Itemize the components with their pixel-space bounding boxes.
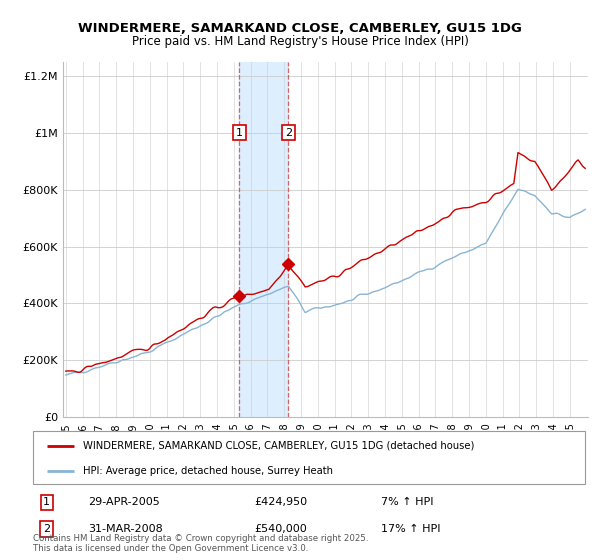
Text: £540,000: £540,000	[254, 524, 307, 534]
Text: £424,950: £424,950	[254, 497, 307, 507]
Text: WINDERMERE, SAMARKAND CLOSE, CAMBERLEY, GU15 1DG (detached house): WINDERMERE, SAMARKAND CLOSE, CAMBERLEY, …	[83, 441, 474, 451]
Text: Price paid vs. HM Land Registry's House Price Index (HPI): Price paid vs. HM Land Registry's House …	[131, 35, 469, 48]
FancyBboxPatch shape	[33, 431, 585, 484]
Text: 29-APR-2005: 29-APR-2005	[88, 497, 160, 507]
Text: 2: 2	[43, 524, 50, 534]
Text: 2: 2	[285, 128, 292, 138]
Text: 17% ↑ HPI: 17% ↑ HPI	[381, 524, 440, 534]
Text: Contains HM Land Registry data © Crown copyright and database right 2025.
This d: Contains HM Land Registry data © Crown c…	[33, 534, 368, 553]
Text: 7% ↑ HPI: 7% ↑ HPI	[381, 497, 433, 507]
Text: 1: 1	[236, 128, 243, 138]
Text: 1: 1	[43, 497, 50, 507]
Text: WINDERMERE, SAMARKAND CLOSE, CAMBERLEY, GU15 1DG: WINDERMERE, SAMARKAND CLOSE, CAMBERLEY, …	[78, 22, 522, 35]
Bar	[239, 62, 289, 417]
Text: 31-MAR-2008: 31-MAR-2008	[88, 524, 163, 534]
Text: HPI: Average price, detached house, Surrey Heath: HPI: Average price, detached house, Surr…	[83, 466, 332, 476]
